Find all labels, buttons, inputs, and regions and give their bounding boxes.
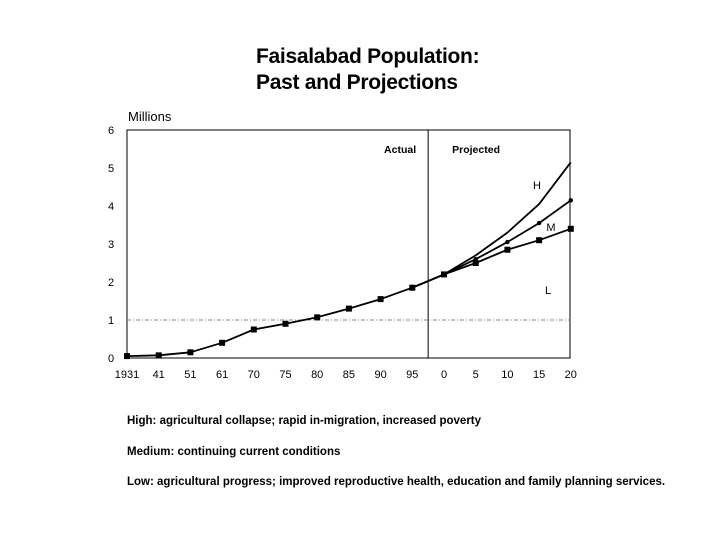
marker-actual <box>187 349 194 356</box>
marker-actual <box>377 296 384 303</box>
actual-label: Actual <box>384 144 416 156</box>
marker-l <box>567 225 574 232</box>
marker-actual <box>314 314 321 321</box>
y-tick-label: 2 <box>108 277 114 289</box>
x-tick-label: 80 <box>311 369 323 381</box>
x-tick-label: 5 <box>473 369 479 381</box>
marker-l <box>472 260 479 266</box>
y-tick-label: 6 <box>108 125 114 137</box>
series-line-l <box>411 227 572 289</box>
y-tick-label: 4 <box>108 201 114 213</box>
x-tick-label: 41 <box>153 369 165 381</box>
x-tick-label: 75 <box>279 369 291 381</box>
series-label-l: L <box>545 285 551 297</box>
marker-actual <box>219 339 226 346</box>
chart-title: Faisalabad Population: Past and Projecti… <box>256 44 480 96</box>
marker-actual <box>409 284 416 291</box>
marker-m <box>536 220 542 226</box>
marker-m <box>505 239 510 245</box>
y-tick-label: 1 <box>108 315 114 327</box>
marker-m <box>568 198 573 203</box>
marker-l <box>441 271 447 278</box>
marker-l <box>504 246 511 253</box>
y-tick-label: 3 <box>108 239 114 251</box>
y-tick-label: 0 <box>108 353 114 365</box>
note-low: Low: agricultural progress; improved rep… <box>127 476 666 488</box>
x-tick-label: 70 <box>248 369 260 381</box>
projected-label: Projected <box>452 144 500 156</box>
y-tick-label: 5 <box>108 163 114 175</box>
note-medium: Medium: continuing current conditions <box>127 446 341 458</box>
x-tick-label: 20 <box>565 369 577 381</box>
x-tick-label: 85 <box>343 369 355 381</box>
x-tick-label: 51 <box>184 369 196 381</box>
x-tick-label: 90 <box>374 369 386 381</box>
marker-actual <box>250 326 257 333</box>
chart-title-line-2: Past and Projections <box>256 71 458 94</box>
x-tick-label: 61 <box>216 369 228 381</box>
series-label-h: H <box>533 180 541 192</box>
note-high: High: agricultural collapse; rapid in-mi… <box>127 415 482 427</box>
x-tick-label: 95 <box>406 369 418 381</box>
series-label-m: M <box>546 222 555 234</box>
x-tick-label: 10 <box>501 369 513 381</box>
y-axis-label: Millions <box>128 109 172 124</box>
plot-frame <box>126 129 571 359</box>
chart-title-line-1: Faisalabad Population: <box>256 45 480 68</box>
marker-actual <box>124 353 130 360</box>
marker-actual <box>155 352 162 359</box>
x-tick-label: 1931 <box>115 369 139 381</box>
x-tick-label: 15 <box>533 369 545 381</box>
marker-actual <box>345 305 352 312</box>
marker-l <box>536 237 543 244</box>
x-tick-label: 0 <box>441 369 447 381</box>
series-line-actual <box>126 286 413 357</box>
marker-actual <box>282 320 289 327</box>
